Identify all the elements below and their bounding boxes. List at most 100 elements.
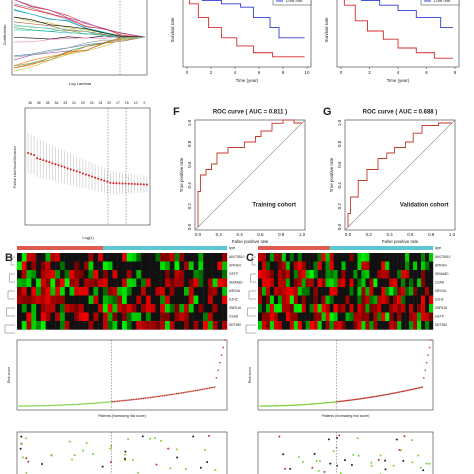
risk-point: [408, 389, 411, 391]
heat-cell: [353, 278, 358, 288]
heat-cell: [93, 321, 99, 330]
heat-cell: [301, 253, 306, 262]
heat-cell: [145, 278, 151, 288]
survival-point: [20, 442, 23, 445]
survival-point: [123, 457, 126, 460]
heat-cell: [337, 287, 342, 296]
heat-cell: [88, 278, 94, 288]
type-bar: [131, 246, 137, 250]
risk-point: [224, 339, 226, 341]
heat-cell: [293, 295, 298, 305]
heat-cell: [160, 278, 166, 288]
x-axis-label: Time (year): [387, 78, 410, 83]
cv-point: [75, 170, 78, 173]
coef-path: [13, 36, 146, 69]
type-bar: [381, 246, 386, 250]
heat-cell: [59, 321, 65, 330]
risk-point: [154, 395, 157, 398]
heat-cell: [207, 253, 213, 262]
heat-cell: [93, 278, 99, 288]
heat-cell: [45, 261, 51, 271]
coef-path: [13, 35, 146, 40]
heat-cell: [429, 253, 434, 262]
type-bar: [79, 246, 85, 250]
heat-cell: [321, 287, 326, 296]
risk-point: [47, 404, 50, 407]
heat-cell: [381, 312, 386, 322]
heat-cell: [17, 312, 22, 322]
heat-cell: [321, 312, 326, 322]
risk-point: [355, 398, 358, 401]
heat-cell: [409, 321, 414, 330]
heat-cell: [405, 295, 410, 305]
survival-point: [214, 469, 217, 472]
dendrogram: [4, 324, 15, 334]
survival-point: [301, 460, 304, 463]
heat-cell: [50, 312, 56, 322]
y-axis-label: Risk score: [7, 367, 11, 383]
heat-cell: [50, 270, 56, 279]
risk-point: [149, 396, 152, 399]
heat-cell: [333, 312, 338, 322]
heat-cell: [79, 253, 85, 262]
heat-cell: [145, 321, 151, 330]
risk-point: [130, 398, 133, 401]
risk-point: [18, 405, 20, 407]
heat-cell: [258, 253, 263, 262]
type-bar: [269, 246, 275, 250]
heat-cell: [321, 253, 326, 262]
plot-frame: [11, 0, 148, 76]
heat-cell: [425, 287, 430, 296]
survival-point: [127, 438, 130, 441]
heat-cell: [179, 321, 185, 330]
cv-point: [69, 168, 72, 171]
risk-point: [179, 392, 181, 394]
heat-cell: [265, 295, 271, 305]
heat-cell: [409, 253, 414, 262]
heat-cell: [293, 278, 298, 288]
heat-cell: [69, 270, 75, 279]
heat-cell: [74, 312, 80, 322]
survival-point: [350, 463, 353, 466]
risk-point: [186, 391, 188, 393]
risk-point: [217, 369, 219, 372]
heat-cell: [357, 261, 362, 271]
cv-point: [115, 182, 118, 185]
heat-cell: [413, 321, 418, 330]
risk-point: [161, 394, 164, 397]
heat-cell: [174, 312, 180, 322]
survival-point: [398, 449, 401, 452]
heat-cell: [112, 270, 118, 279]
heat-cell: [17, 287, 22, 296]
survival-point: [149, 437, 152, 440]
heat-cell: [337, 278, 342, 288]
survival-point: [282, 453, 285, 456]
heat-cell: [31, 278, 37, 288]
heat-cell: [413, 270, 418, 279]
risk-point: [263, 405, 266, 407]
heat-cell: [64, 270, 70, 279]
heat-cell: [107, 270, 113, 279]
heat-cell: [381, 261, 386, 271]
type-bar: [207, 246, 213, 250]
heat-cell: [21, 304, 27, 313]
heat-cell: [305, 253, 310, 262]
heat-cell: [126, 312, 132, 322]
type-bar: [64, 246, 70, 250]
heat-cell: [160, 253, 166, 262]
risk-point: [404, 390, 406, 392]
heat-cell: [169, 304, 175, 313]
heat-cell: [31, 287, 37, 296]
heat-cell: [273, 295, 279, 305]
heat-cell: [341, 287, 346, 296]
coef-path: [13, 16, 146, 38]
risk-point: [358, 398, 360, 400]
heat-cell: [317, 287, 322, 296]
risk-point: [142, 397, 145, 400]
heat-cell: [365, 321, 370, 330]
heat-cell: [164, 261, 170, 271]
heat-cell: [107, 278, 113, 288]
heat-cell: [26, 261, 32, 271]
heat-cell: [289, 261, 294, 271]
risk-point: [382, 394, 385, 396]
